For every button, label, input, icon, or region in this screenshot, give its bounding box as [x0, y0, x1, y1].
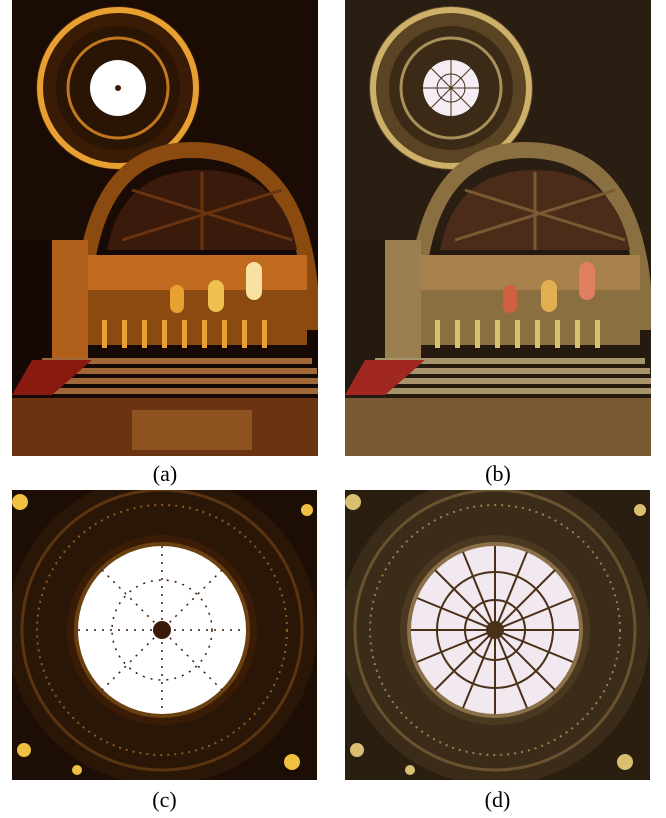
dome-closeup-image-tonemapped: [345, 490, 650, 780]
caption-b: (b): [485, 461, 511, 486]
photo-panel-b: [345, 0, 651, 456]
church-interior-image-tonemapped: [345, 0, 651, 456]
dome-closeup-image-original: [12, 490, 317, 780]
caption-a: (a): [152, 461, 178, 486]
photo-panel-a: [12, 0, 318, 456]
caption-d: (d): [484, 787, 511, 812]
caption-c: (c): [152, 787, 177, 812]
church-interior-image-original: [12, 0, 318, 456]
photo-panel-c: [12, 490, 317, 780]
photo-panel-d: [345, 490, 650, 780]
